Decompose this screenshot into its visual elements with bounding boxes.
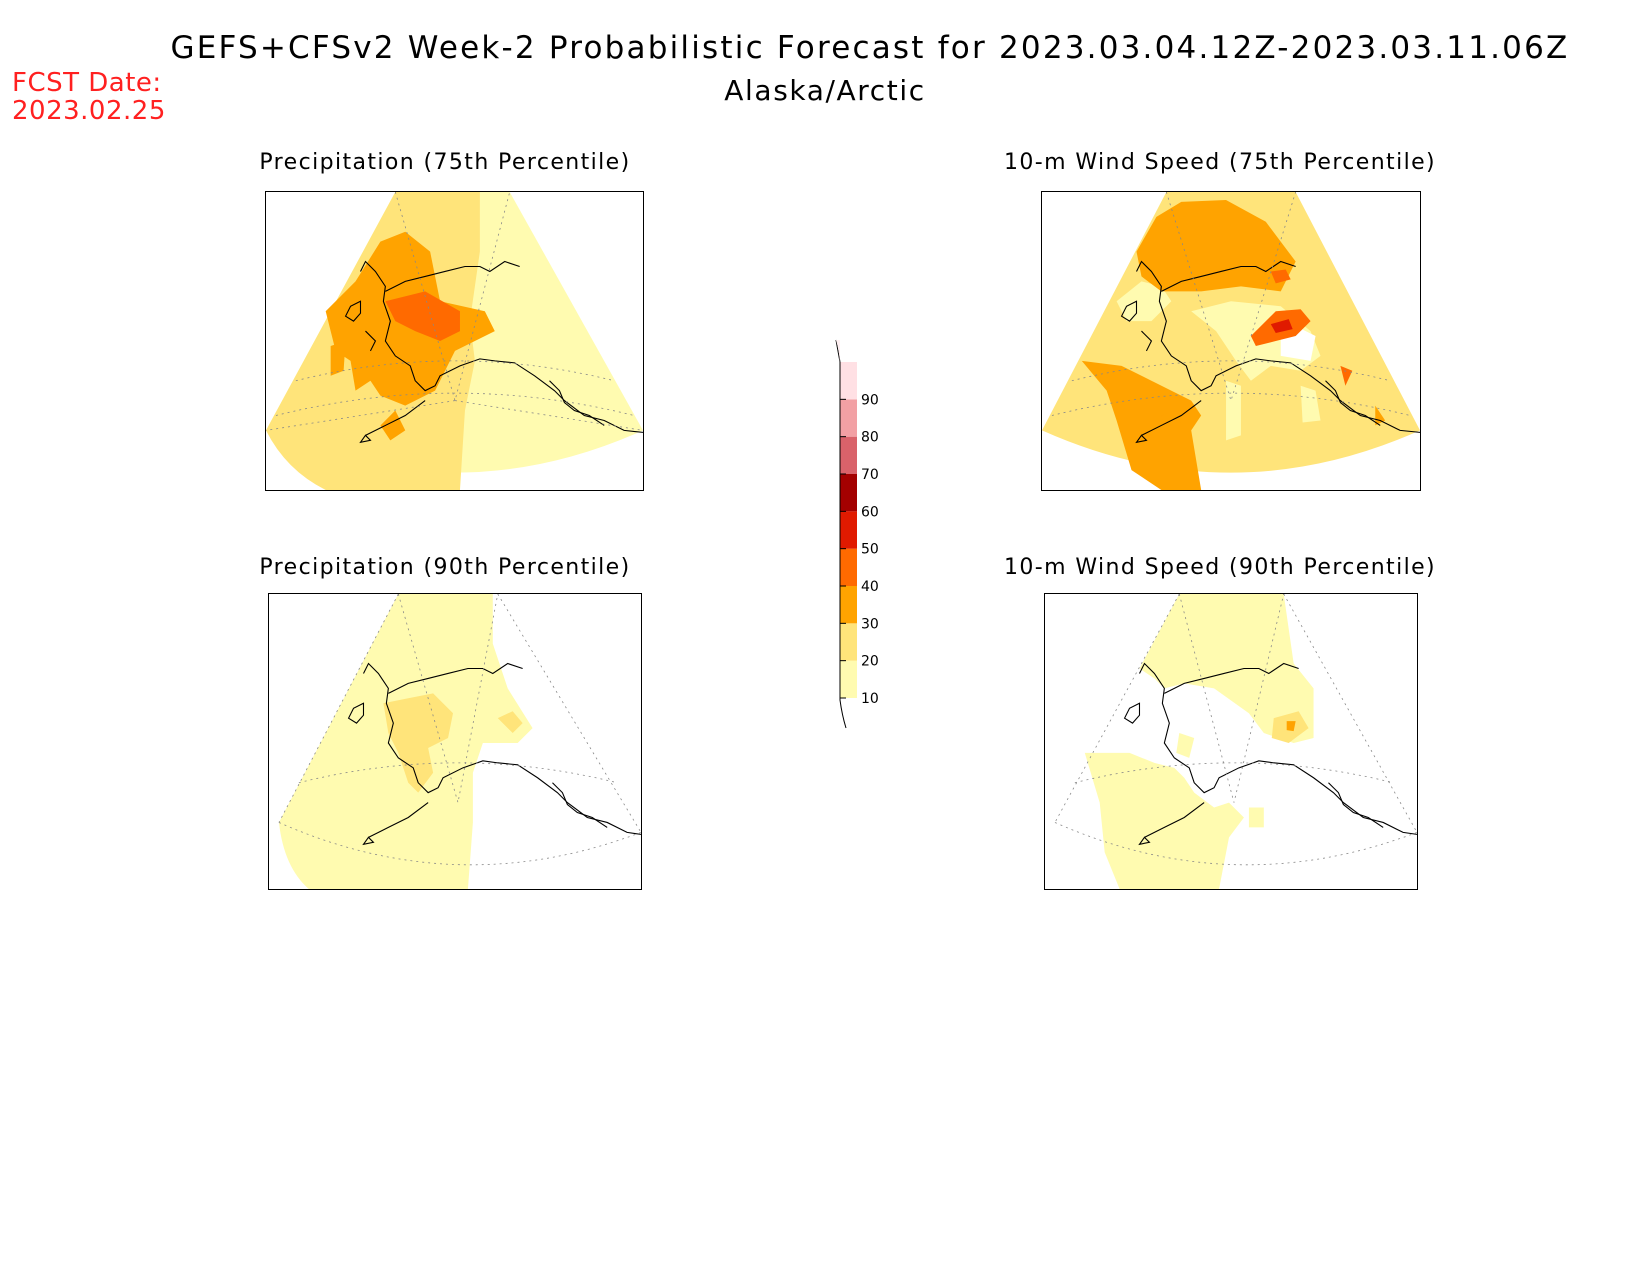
- map-precip-90: [268, 593, 642, 890]
- region-subtitle: Alaska/Arctic: [724, 74, 926, 107]
- colorbar-label-80: 80: [861, 430, 879, 446]
- forecast-date-label: FCST Date:: [12, 68, 162, 98]
- map-wind-90: [1044, 593, 1418, 890]
- colorbar-box-10: [840, 660, 857, 698]
- probability-colorbar: 10 20 30 40 50 60 70 80 90: [835, 339, 879, 729]
- colorbar-box-70: [840, 436, 857, 474]
- panel-title-precip-75: Precipitation (75th Percentile): [259, 150, 631, 175]
- colorbar-label-50: 50: [861, 542, 879, 558]
- map-precip-75: [265, 191, 644, 491]
- colorbar-box-50: [840, 511, 857, 549]
- colorbar-top-arrow: [835, 339, 841, 363]
- map-wind-75: [1041, 191, 1421, 491]
- colorbar-top-cap: [836, 340, 840, 362]
- colorbar-box-20: [840, 623, 857, 661]
- panel-title-precip-90: Precipitation (90th Percentile): [259, 555, 631, 580]
- colorbar-label-70: 70: [861, 467, 879, 483]
- page-title: GEFS+CFSv2 Week-2 Probabilistic Forecast…: [170, 30, 1570, 66]
- colorbar-box-90: [840, 362, 857, 400]
- forecast-date-value: 2023.02.25: [12, 96, 166, 126]
- colorbar-label-10: 10: [861, 691, 879, 707]
- colorbar-bottom-arrow: [839, 698, 847, 729]
- colorbar-label-60: 60: [861, 504, 879, 520]
- colorbar-label-90: 90: [861, 392, 879, 408]
- panel-title-wind-75: 10-m Wind Speed (75th Percentile): [1003, 150, 1437, 175]
- colorbar-box-60: [840, 474, 857, 512]
- colorbar-box-30: [840, 586, 857, 624]
- colorbar-label-30: 30: [861, 616, 879, 632]
- colorbar-label-40: 40: [861, 579, 879, 595]
- colorbar-box-80: [840, 399, 857, 437]
- colorbar-box-40: [840, 548, 857, 586]
- panel-title-wind-90: 10-m Wind Speed (90th Percentile): [1003, 555, 1437, 580]
- colorbar-label-20: 20: [861, 654, 879, 670]
